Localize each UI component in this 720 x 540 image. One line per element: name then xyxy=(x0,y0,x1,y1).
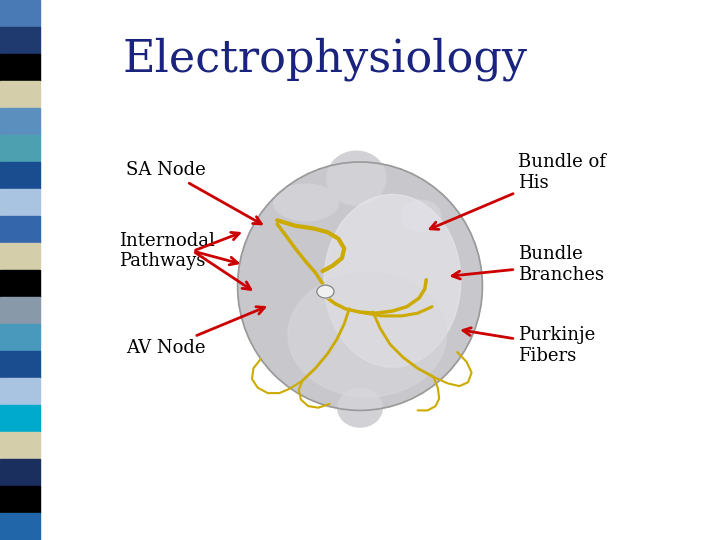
Bar xyxy=(0,135,40,162)
Ellipse shape xyxy=(327,151,386,205)
Ellipse shape xyxy=(274,184,338,221)
Ellipse shape xyxy=(338,388,382,427)
Bar xyxy=(0,270,40,297)
Text: Bundle of
His: Bundle of His xyxy=(431,153,606,230)
Bar xyxy=(0,486,40,513)
Circle shape xyxy=(317,285,334,298)
Bar xyxy=(0,162,40,189)
Bar xyxy=(0,27,40,54)
Bar xyxy=(0,216,40,243)
Bar xyxy=(0,405,40,432)
Bar xyxy=(0,378,40,405)
Ellipse shape xyxy=(324,194,461,367)
Bar xyxy=(0,108,40,135)
Text: AV Node: AV Node xyxy=(126,307,264,357)
Bar xyxy=(0,351,40,378)
Ellipse shape xyxy=(402,200,441,232)
Bar xyxy=(0,54,40,81)
Ellipse shape xyxy=(238,162,482,410)
Text: Internodal
Pathways: Internodal Pathways xyxy=(119,232,215,271)
Ellipse shape xyxy=(288,273,446,397)
Bar xyxy=(0,189,40,216)
Text: SA Node: SA Node xyxy=(126,161,261,224)
Bar xyxy=(0,324,40,351)
Bar xyxy=(0,459,40,486)
Text: Bundle
Branches: Bundle Branches xyxy=(452,245,604,284)
Bar xyxy=(0,0,40,27)
Bar xyxy=(0,81,40,108)
Bar xyxy=(0,432,40,459)
Text: Electrophysiology: Electrophysiology xyxy=(122,38,527,82)
Bar xyxy=(0,513,40,540)
Text: Purkinje
Fibers: Purkinje Fibers xyxy=(463,326,595,365)
Bar xyxy=(0,243,40,270)
Bar xyxy=(0,297,40,324)
